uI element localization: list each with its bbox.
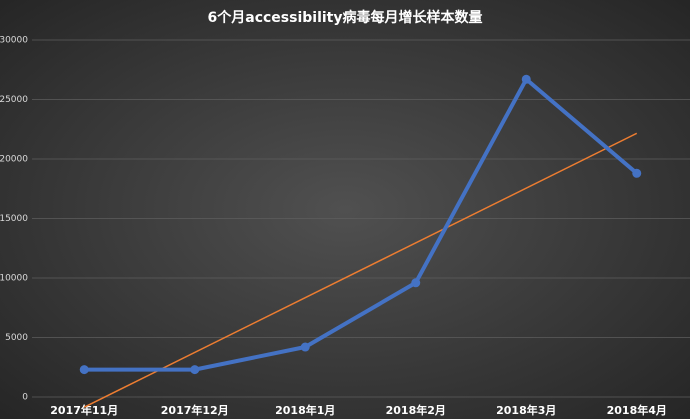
x-tick-label: 2018年3月 — [496, 403, 556, 417]
data-point — [632, 168, 642, 178]
y-tick-label: 30000 — [0, 36, 28, 46]
y-tick-label: 15000 — [0, 214, 28, 224]
x-tick-label: 2018年1月 — [275, 403, 335, 417]
y-tick-label: 0 — [22, 393, 28, 403]
data-line — [84, 77, 639, 372]
x-tick-label: 2018年2月 — [386, 403, 446, 417]
chart-title: 6个月accessibility病毒每月增长样本数量 — [208, 9, 483, 26]
y-tick-label: 20000 — [0, 155, 28, 165]
data-point — [300, 342, 310, 352]
data-point — [79, 365, 89, 375]
y-tick-label: 5000 — [5, 333, 28, 343]
data-point — [411, 278, 421, 288]
trendline — [83, 132, 638, 408]
y-tick-label: 10000 — [0, 274, 28, 284]
x-tick-label: 2018年4月 — [607, 403, 667, 417]
y-tick-label: 25000 — [0, 95, 28, 105]
x-tick-label: 2017年11月 — [50, 403, 118, 417]
data-point — [190, 365, 200, 375]
data-point — [521, 74, 531, 84]
x-tick-label: 2017年12月 — [161, 403, 229, 417]
